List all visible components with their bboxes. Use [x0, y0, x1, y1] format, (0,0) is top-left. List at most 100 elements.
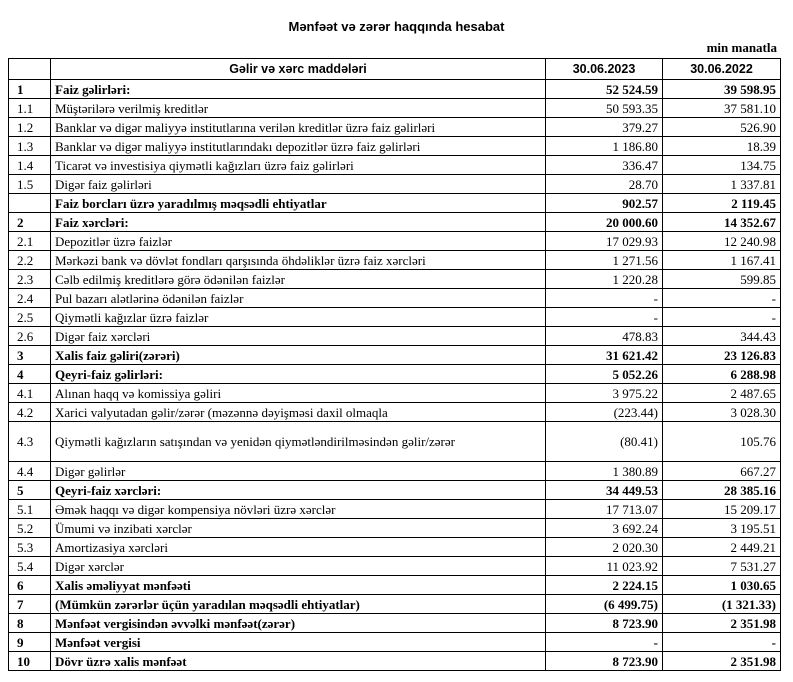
table-row: 4.4 Digər gəlirlər 1 380.89 667.27 — [8, 461, 781, 481]
table-row: 4.3 Qiymətli kağızların satışından və yen… — [8, 421, 781, 462]
table-row: 2.2 Mərkəzi bank və dövlət fondları qarşı… — [8, 250, 781, 270]
row-number: 5.1 — [8, 499, 51, 519]
table-row: 2 Faiz xərcləri: 20 000.60 14 352.67 — [8, 212, 781, 232]
row-value: 1 380.89 — [545, 461, 663, 481]
row-label: Banklar və digər maliyyə institutlarında… — [50, 136, 546, 156]
row-number: 7 — [8, 594, 51, 614]
row-label: Faiz xərcləri: — [50, 212, 546, 232]
table-row: 5.1 Əmək haqqı və digər kompensiya növlər… — [8, 499, 781, 519]
header-cell: 30.06.2023 — [545, 58, 663, 80]
row-value: 2 351.98 — [662, 651, 781, 671]
header-cell — [8, 58, 51, 80]
row-number: 2.3 — [8, 269, 51, 289]
row-number: 2.2 — [8, 250, 51, 270]
row-label: Amortizasiya xərcləri — [50, 537, 546, 557]
row-label: Qeyri-faiz xərcləri: — [50, 480, 546, 500]
row-value: 3 692.24 — [545, 518, 663, 538]
table-row: 1.1 Müştərilərə verilmiş kreditlər 50 593.… — [8, 98, 781, 118]
table-row: 2.4 Pul bazarı alətlərinə ödənilən faizlə… — [8, 288, 781, 308]
table-row: 2.6 Digər faiz xərcləri 478.83 344.43 — [8, 326, 781, 346]
row-number: 4 — [8, 364, 51, 384]
row-label: Cəlb edilmiş kreditlərə görə ödənilən fa… — [50, 269, 546, 289]
row-label: Faiz borcları üzrə yaradılmış məqsədli e… — [50, 193, 546, 213]
row-number: 2.6 — [8, 326, 51, 346]
row-value: 8 723.90 — [545, 651, 663, 671]
row-value: 20 000.60 — [545, 212, 663, 232]
row-value: 344.43 — [662, 326, 781, 346]
row-label: (Mümkün zərərlər üçün yaradılan məqsədli… — [50, 594, 546, 614]
row-number: 8 — [8, 613, 51, 633]
row-label: Qeyri-faiz gəlirləri: — [50, 364, 546, 384]
row-value: (223.44) — [545, 402, 663, 422]
report-table: Gəlir və xərc maddələri 30.06.2023 30.06… — [8, 58, 781, 671]
table-row: 5 Qeyri-faiz xərcləri: 34 449.53 28 385.16 — [8, 480, 781, 500]
row-label: Mərkəzi bank və dövlət fondları qarşısın… — [50, 250, 546, 270]
row-label: Alınan haqq və komissiya gəliri — [50, 383, 546, 403]
row-value: 31 621.42 — [545, 345, 663, 365]
row-value: 34 449.53 — [545, 480, 663, 500]
row-value: 3 195.51 — [662, 518, 781, 538]
table-row: 6 Xalis əməliyyat mənfəəti 2 224.15 1 030.6… — [8, 575, 781, 595]
row-label: Ümumi və inzibati xərclər — [50, 518, 546, 538]
row-value: 667.27 — [662, 461, 781, 481]
table-row: 8 Mənfəət vergisindən əvvəlki mənfəət(zər… — [8, 613, 781, 633]
table-row: 5.4 Digər xərclər 11 023.92 7 531.27 — [8, 556, 781, 576]
row-number: 2.4 — [8, 288, 51, 308]
row-value: 12 240.98 — [662, 231, 781, 251]
row-value: - — [545, 632, 663, 652]
table-row: 9 Mənfəət vergisi - - — [8, 632, 781, 652]
row-value: 18.39 — [662, 136, 781, 156]
row-label: Qiymətli kağızlar üzrə faizlər — [50, 307, 546, 327]
row-number: 1.1 — [8, 98, 51, 118]
row-value: 2 487.65 — [662, 383, 781, 403]
row-number: 4.1 — [8, 383, 51, 403]
row-value: 1 186.80 — [545, 136, 663, 156]
row-number: 4.4 — [8, 461, 51, 481]
row-value: - — [662, 307, 781, 327]
table-row: 1 Faiz gəlirləri: 52 524.59 39 598.95 — [8, 79, 781, 99]
row-value: 1 030.65 — [662, 575, 781, 595]
row-value: 14 352.67 — [662, 212, 781, 232]
row-value: 2 224.15 — [545, 575, 663, 595]
row-label: Digər gəlirlər — [50, 461, 546, 481]
row-value: 105.76 — [662, 421, 781, 462]
row-value: 2 119.45 — [662, 193, 781, 213]
row-value: 50 593.35 — [545, 98, 663, 118]
row-label: Əmək haqqı və digər kompensiya növləri ü… — [50, 499, 546, 519]
row-value: - — [545, 307, 663, 327]
row-value: 336.47 — [545, 155, 663, 175]
row-value: - — [545, 288, 663, 308]
table-row: 4.2 Xarici valyutadan gəlir/zərər (məzənn… — [8, 402, 781, 422]
table-row: 2.1 Depozitlər üzrə faizlər 17 029.93 12 24… — [8, 231, 781, 251]
row-value: 17 029.93 — [545, 231, 663, 251]
row-value: 7 531.27 — [662, 556, 781, 576]
row-value: 5 052.26 — [545, 364, 663, 384]
row-label: Müştərilərə verilmiş kreditlər — [50, 98, 546, 118]
row-label: Mənfəət vergisindən əvvəlki mənfəət(zərə… — [50, 613, 546, 633]
row-number: 4.3 — [8, 421, 51, 462]
row-label: Banklar və digər maliyyə institutlarına … — [50, 117, 546, 137]
row-number: 6 — [8, 575, 51, 595]
row-label: Xalis faiz gəliri(zərəri) — [50, 345, 546, 365]
unit-note: min manatla — [706, 40, 777, 55]
table-row: 1.2 Banklar və digər maliyyə institutları… — [8, 117, 781, 137]
row-value: 379.27 — [545, 117, 663, 137]
table-row: 4.1 Alınan haqq və komissiya gəliri 3 975.… — [8, 383, 781, 403]
row-value: 6 288.98 — [662, 364, 781, 384]
row-value: - — [662, 288, 781, 308]
row-value: (1 321.33) — [662, 594, 781, 614]
table-body: 1 Faiz gəlirləri: 52 524.59 39 598.95 1.1 Müş… — [8, 79, 781, 671]
row-value: 3 028.30 — [662, 402, 781, 422]
row-value: 15 209.17 — [662, 499, 781, 519]
row-value: 28 385.16 — [662, 480, 781, 500]
row-label: Digər faiz xərcləri — [50, 326, 546, 346]
header-cell: Gəlir və xərc maddələri — [50, 58, 546, 80]
row-value: 478.83 — [545, 326, 663, 346]
row-value: 11 023.92 — [545, 556, 663, 576]
row-number: 10 — [8, 651, 51, 671]
row-number — [8, 193, 51, 213]
row-label: Mənfəət vergisi — [50, 632, 546, 652]
row-value: 1 337.81 — [662, 174, 781, 194]
row-value: (6 499.75) — [545, 594, 663, 614]
